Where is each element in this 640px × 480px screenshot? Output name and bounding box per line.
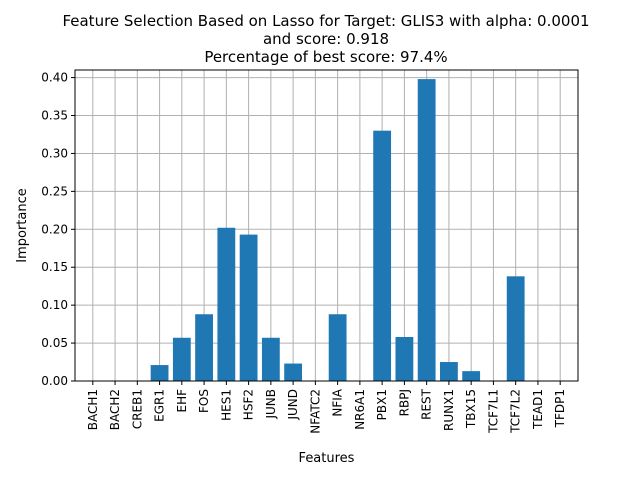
x-tick-label: JUNB [264, 389, 278, 420]
bar-hsf2 [239, 234, 258, 381]
x-tick-label: HES1 [219, 389, 233, 421]
bar-runx1 [440, 362, 458, 381]
x-tick-label: RUNX1 [442, 389, 456, 431]
x-tick-label: REST [420, 388, 434, 420]
x-tick-label: TCF7L1 [486, 389, 500, 434]
y-tick-label: 0.00 [41, 374, 68, 388]
x-tick-label: TEAD1 [531, 389, 545, 430]
x-tick-label: TCF7L2 [509, 389, 523, 434]
bar-egr1 [150, 365, 169, 381]
x-tick-label: HSF2 [242, 389, 256, 420]
bar-pbx1 [373, 130, 392, 381]
y-axis-ticks: 0.00 0.05 0.10 0.15 0.20 0.25 0.30 0.35 0.40 [41, 71, 75, 388]
plot-frame [74, 69, 579, 382]
bar-jund [284, 363, 303, 381]
y-axis-label: Importance [15, 188, 30, 263]
y-tick-label: 0.35 [41, 109, 68, 123]
x-axis-label: Features [299, 451, 355, 466]
y-tick-label: 0.25 [41, 184, 68, 198]
x-axis-ticks: BACH1 BACH2 CREB1 EGR1 EHF FOS HES1 HSF2 JUNB JUN… [86, 381, 567, 434]
bar-nfia [328, 314, 347, 381]
x-tick-label: NFIA [331, 388, 345, 416]
y-tick-label: 0.30 [41, 146, 68, 160]
x-tick-label: EGR1 [153, 389, 167, 422]
y-tick-label: 0.05 [41, 336, 68, 350]
x-tick-label: TBX15 [464, 389, 478, 429]
x-tick-label: JUND [286, 389, 300, 421]
x-tick-label: BACH1 [86, 389, 100, 430]
x-tick-label: TFDP1 [553, 389, 567, 428]
x-tick-label: EHF [175, 389, 189, 413]
bar-rest [417, 79, 436, 381]
x-tick-label: NFATC2 [308, 389, 322, 434]
bar-hes1 [217, 227, 236, 381]
bar-fos [195, 314, 213, 381]
bar-ehf [172, 337, 191, 381]
bar-rbpj [395, 337, 414, 381]
y-tick-label: 0.15 [41, 260, 68, 274]
bar-junb [261, 337, 280, 381]
title-line-2: and score: 0.918 [262, 30, 390, 48]
x-tick-label: CREB1 [130, 389, 144, 429]
y-tick-label: 0.20 [41, 222, 68, 236]
x-tick-label: FOS [197, 389, 211, 413]
x-tick-label: NR6A1 [353, 389, 367, 430]
chart-title: Feature Selection Based on Lasso for Tar… [0, 12, 640, 66]
title-line-3: Percentage of best score: 97.4% [204, 48, 448, 66]
x-tick-label: RBPJ [397, 389, 411, 416]
grid-lines [75, 70, 578, 382]
title-line-1: Feature Selection Based on Lasso for Tar… [62, 12, 590, 30]
x-tick-label: BACH2 [108, 389, 122, 430]
y-tick-label: 0.40 [41, 71, 68, 85]
bar-tcf7l2 [506, 276, 525, 381]
x-tick-label: PBX1 [375, 389, 389, 420]
bars [150, 79, 525, 381]
y-tick-label: 0.10 [41, 298, 68, 312]
bar-tbx15 [462, 371, 481, 381]
